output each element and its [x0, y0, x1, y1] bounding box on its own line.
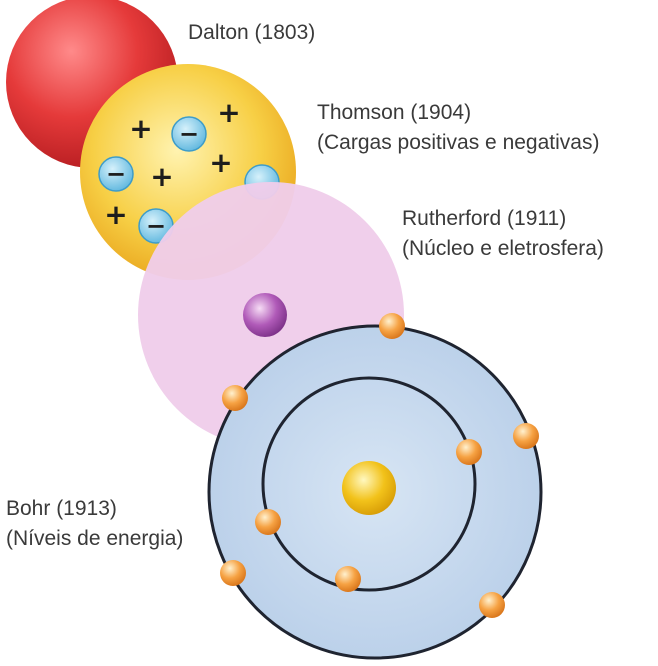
bohr-name: Bohr (1913) — [6, 497, 117, 520]
rutherford-description: (Núcleo e eletrosfera) — [402, 237, 604, 260]
bohr-model — [207, 313, 543, 660]
thomson-name: Thomson (1904) — [317, 101, 472, 124]
electron — [335, 566, 361, 592]
electron — [220, 560, 246, 586]
rutherford-label: Rutherford (1911) (Núcleo e eletrosfera) — [402, 204, 604, 264]
positive-charge: + — [150, 160, 173, 193]
dalton-name: Dalton (1803) — [188, 21, 316, 44]
negative-charge: − — [98, 156, 134, 192]
electron — [379, 313, 405, 339]
positive-charge: + — [209, 146, 232, 179]
electron — [456, 439, 482, 465]
thomson-description: (Cargas positivas e negativas) — [317, 131, 600, 154]
electron — [479, 592, 505, 618]
bohr-label: Bohr (1913) (Níveis de energia) — [6, 494, 183, 554]
electron — [513, 423, 539, 449]
bohr-nucleus — [342, 461, 396, 515]
thomson-label: Thomson (1904) (Cargas positivas e negat… — [317, 98, 599, 158]
bohr-description: (Níveis de energia) — [6, 527, 184, 550]
electron — [222, 385, 248, 411]
svg-text:−: − — [146, 212, 166, 240]
rutherford-name: Rutherford (1911) — [402, 207, 567, 230]
positive-charge: + — [129, 112, 152, 145]
positive-charge: + — [104, 198, 127, 231]
dalton-label: Dalton (1803) — [188, 18, 315, 48]
electron — [255, 509, 281, 535]
bohr-inner-orbit — [261, 376, 477, 592]
svg-text:−: − — [179, 120, 199, 148]
svg-text:−: − — [106, 160, 126, 188]
rutherford-nucleus — [243, 293, 287, 337]
negative-charge: − — [171, 116, 207, 152]
positive-charge: + — [217, 96, 240, 129]
